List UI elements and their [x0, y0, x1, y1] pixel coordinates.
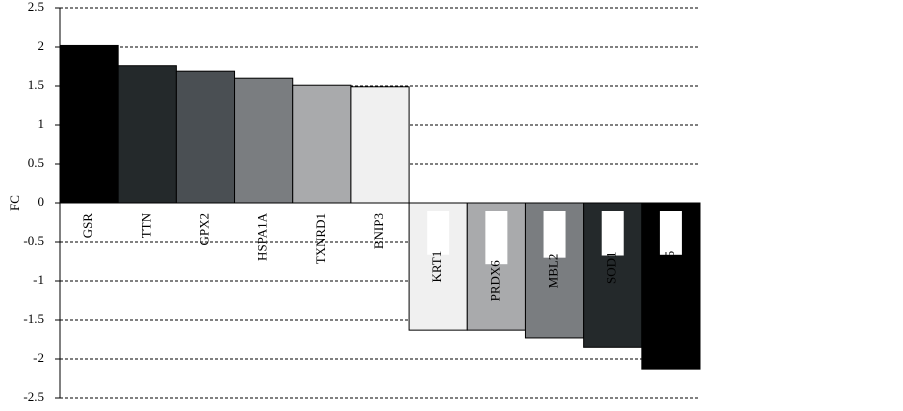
y-tick-label: -1.5 — [23, 311, 44, 326]
x-tick-label: PRDX6 — [487, 260, 502, 302]
label-box — [601, 211, 624, 256]
x-tick-label: KRT1 — [429, 251, 444, 283]
x-tick-label: GPX2 — [196, 213, 211, 246]
label-box — [659, 211, 682, 255]
bar — [350, 86, 410, 204]
y-tick-label: -2.5 — [23, 389, 44, 404]
x-tick-label: HSPA1A — [255, 212, 270, 261]
x-tick-label: MBL2 — [546, 254, 561, 289]
label-box — [543, 211, 566, 258]
label-box — [485, 211, 508, 265]
y-tick-label: -2 — [33, 350, 44, 365]
x-tick-label: BNIP3 — [371, 213, 386, 249]
y-tick-label: 0 — [38, 194, 45, 209]
x-tick-label: GSR — [80, 213, 95, 239]
y-tick-label: 2 — [38, 38, 45, 53]
bar — [175, 70, 236, 204]
y-tick-label: 1 — [38, 116, 45, 131]
x-tick-label: TTN — [138, 212, 153, 238]
y-tick-label: -1 — [33, 272, 44, 287]
y-tick-label: -0.5 — [23, 233, 44, 248]
x-tick-label: SOD1 — [604, 252, 619, 285]
y-tick-label: 1.5 — [28, 77, 44, 92]
x-tick-label: TXNRD1 — [313, 213, 328, 264]
y-axis-label: FC — [7, 195, 22, 211]
bar — [59, 44, 119, 204]
y-tick-label: 2.5 — [28, 0, 44, 14]
bar — [292, 84, 352, 204]
label-box — [427, 211, 450, 255]
bar — [234, 77, 294, 204]
bar — [117, 65, 177, 204]
y-tick-label: 0.5 — [28, 155, 44, 170]
x-tick-label: CCL5 — [662, 251, 677, 283]
